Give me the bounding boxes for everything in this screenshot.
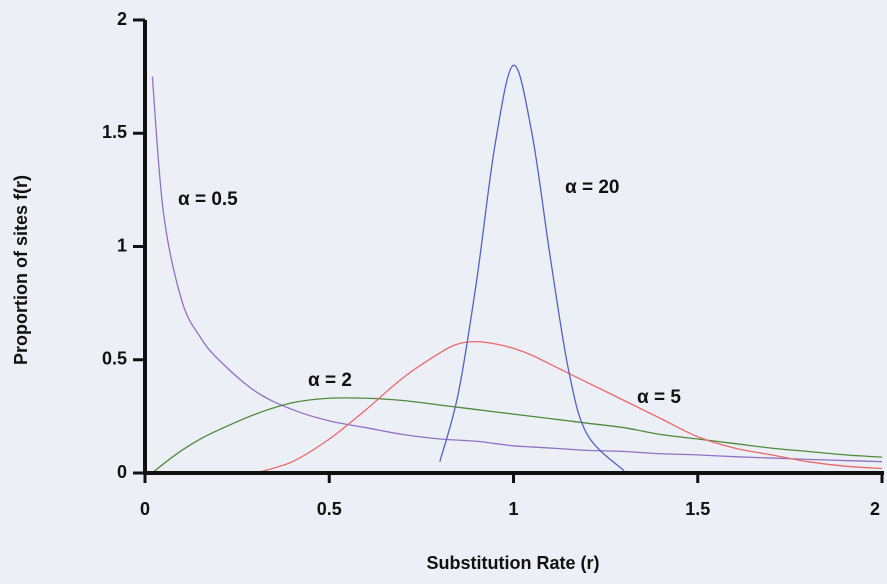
- curve: [439, 64, 625, 472]
- y-tick-label: 2: [117, 9, 127, 29]
- x-tick-label: 1.5: [685, 499, 710, 519]
- y-tick-label: 1: [117, 235, 127, 255]
- x-tick-label: 0.5: [317, 499, 342, 519]
- y-tick-label: 1.5: [102, 122, 127, 142]
- x-tick-label: 1: [508, 499, 518, 519]
- curve-label: α = 5: [637, 387, 681, 408]
- y-tick-label: 0: [117, 462, 127, 482]
- y-axis-title: Proportion of sites f(r): [11, 175, 31, 365]
- curve: [151, 397, 883, 474]
- x-tick-label: 2: [870, 499, 880, 519]
- x-axis-title: Substitution Rate (r): [427, 553, 600, 573]
- curve: [255, 340, 883, 474]
- curve-label: α = 0.5: [178, 189, 238, 210]
- curve: [151, 76, 883, 463]
- curve-label: α = 20: [565, 177, 619, 198]
- x-tick-label: 0: [140, 499, 150, 519]
- y-tick-label: 0.5: [102, 349, 127, 369]
- curve-label: α = 2: [308, 370, 352, 391]
